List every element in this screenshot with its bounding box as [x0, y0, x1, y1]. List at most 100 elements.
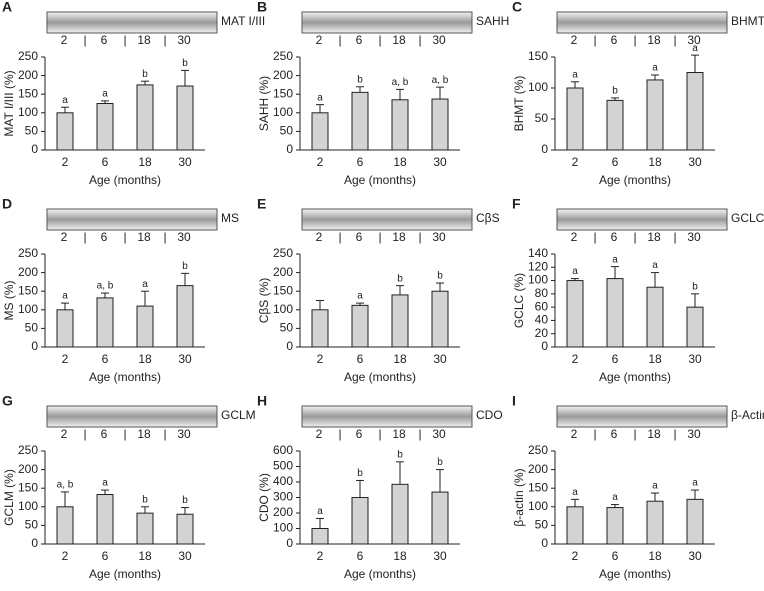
significance-letter: a — [317, 506, 323, 517]
blot-lane-label: 6 — [356, 427, 363, 441]
lane-separator: | — [633, 33, 636, 47]
y-tick-label: 100 — [528, 499, 548, 513]
bar — [136, 305, 154, 348]
x-tick-label: 2 — [317, 549, 324, 563]
y-axis-title: MAT I/III (%) — [2, 70, 16, 136]
blot-lane-label: 18 — [392, 427, 406, 441]
blot-image — [46, 208, 218, 231]
panel-letter: C — [512, 0, 522, 15]
bar — [566, 87, 584, 151]
blot-lane-label: 6 — [101, 33, 108, 47]
y-tick-label: 250 — [273, 246, 293, 260]
lane-separator: | — [163, 230, 166, 244]
blot-label: BHMT — [731, 14, 764, 28]
y-tick-label: 150 — [18, 283, 38, 297]
blot-label: SAHH — [476, 14, 509, 28]
significance-letter: a, b — [392, 77, 409, 88]
y-tick-label: 200 — [18, 68, 38, 82]
y-tick-label: 150 — [528, 480, 548, 494]
y-tick-label: 200 — [273, 265, 293, 279]
significance-letter: a — [652, 63, 658, 74]
x-tick-label: 18 — [138, 352, 152, 366]
significance-letter: a — [102, 478, 108, 489]
bar — [351, 91, 369, 151]
x-tick-label: 30 — [688, 155, 702, 169]
bar — [136, 512, 154, 545]
significance-letter: a — [357, 291, 363, 302]
bar — [391, 99, 409, 151]
blot-lane-label: 2 — [571, 230, 578, 244]
bar — [686, 72, 704, 151]
significance-letter: b — [182, 58, 188, 69]
y-tick-label: 200 — [18, 265, 38, 279]
y-tick-label: 0 — [286, 339, 293, 353]
y-axis-title: MS (%) — [2, 281, 16, 321]
blot-image — [46, 405, 218, 428]
blot-lane-label: 6 — [101, 427, 108, 441]
significance-letter: a — [142, 279, 148, 290]
bar — [646, 500, 664, 545]
y-tick-label: 0 — [31, 536, 38, 550]
panel-letter: I — [512, 393, 516, 409]
x-tick-label: 30 — [688, 549, 702, 563]
y-tick-label: 0 — [541, 339, 548, 353]
blot-lane-label: 30 — [432, 33, 446, 47]
significance-letter: a, b — [432, 75, 449, 86]
significance-letter: b — [612, 86, 618, 97]
y-tick-label: 150 — [18, 86, 38, 100]
blot-lane-label: 18 — [647, 33, 661, 47]
x-tick-label: 30 — [433, 352, 447, 366]
panel-letter: F — [512, 196, 521, 212]
x-tick-label: 18 — [393, 155, 407, 169]
y-tick-label: 0 — [541, 536, 548, 550]
x-tick-label: 30 — [178, 155, 192, 169]
significance-letter: a — [62, 95, 68, 106]
significance-letter: b — [357, 468, 363, 479]
lane-separator: | — [163, 427, 166, 441]
lane-separator: | — [673, 230, 676, 244]
x-axis-title: Age (months) — [599, 370, 671, 384]
x-tick-label: 2 — [62, 352, 69, 366]
x-axis-title: Age (months) — [599, 567, 671, 581]
x-tick-label: 2 — [572, 549, 579, 563]
significance-letter: a — [692, 478, 698, 489]
x-tick-label: 18 — [138, 155, 152, 169]
panel-letter: H — [257, 393, 267, 409]
y-tick-label: 0 — [541, 142, 548, 156]
bar — [311, 112, 329, 151]
blot-image — [301, 405, 473, 428]
panel-letter: G — [2, 393, 13, 409]
y-tick-label: 0 — [31, 142, 38, 156]
blot-lane-label: 2 — [61, 230, 68, 244]
blot-label: CβS — [476, 211, 500, 225]
panel-letter: E — [257, 196, 266, 212]
lane-separator: | — [83, 33, 86, 47]
bar — [391, 483, 409, 545]
y-tick-label: 50 — [535, 111, 549, 125]
significance-letter: a — [317, 92, 323, 103]
blot-lane-label: 2 — [571, 33, 578, 47]
bar — [431, 290, 449, 348]
significance-letter: b — [182, 261, 188, 272]
blot-lane-label: 2 — [316, 427, 323, 441]
y-tick-label: 200 — [18, 462, 38, 476]
bar — [391, 294, 409, 348]
x-tick-label: 30 — [433, 549, 447, 563]
x-tick-label: 30 — [178, 352, 192, 366]
blot-lane-label: 6 — [611, 230, 618, 244]
significance-letter: b — [397, 273, 403, 284]
y-tick-label: 600 — [273, 443, 293, 457]
x-axis-title: Age (months) — [344, 567, 416, 581]
significance-letter: b — [357, 74, 363, 85]
x-tick-label: 6 — [357, 352, 364, 366]
blot-image — [301, 11, 473, 34]
bar — [56, 309, 74, 348]
y-tick-label: 120 — [528, 259, 548, 273]
blot-image — [556, 11, 728, 34]
y-tick-label: 100 — [18, 499, 38, 513]
chart-panel: G GCLM 0 50 100 150 200 250 a, b 2 2 a 6 6 | b 18 18 | b 30 3… — [2, 393, 256, 581]
chart-panel: Iβ-Actin 0 50 100 150 200 250 a 2 2 a 6 6 | a 18 18 | a 30 3… — [512, 393, 764, 581]
y-tick-label: 60 — [535, 299, 549, 313]
lane-separator: | — [378, 33, 381, 47]
significance-letter: b — [142, 69, 148, 80]
